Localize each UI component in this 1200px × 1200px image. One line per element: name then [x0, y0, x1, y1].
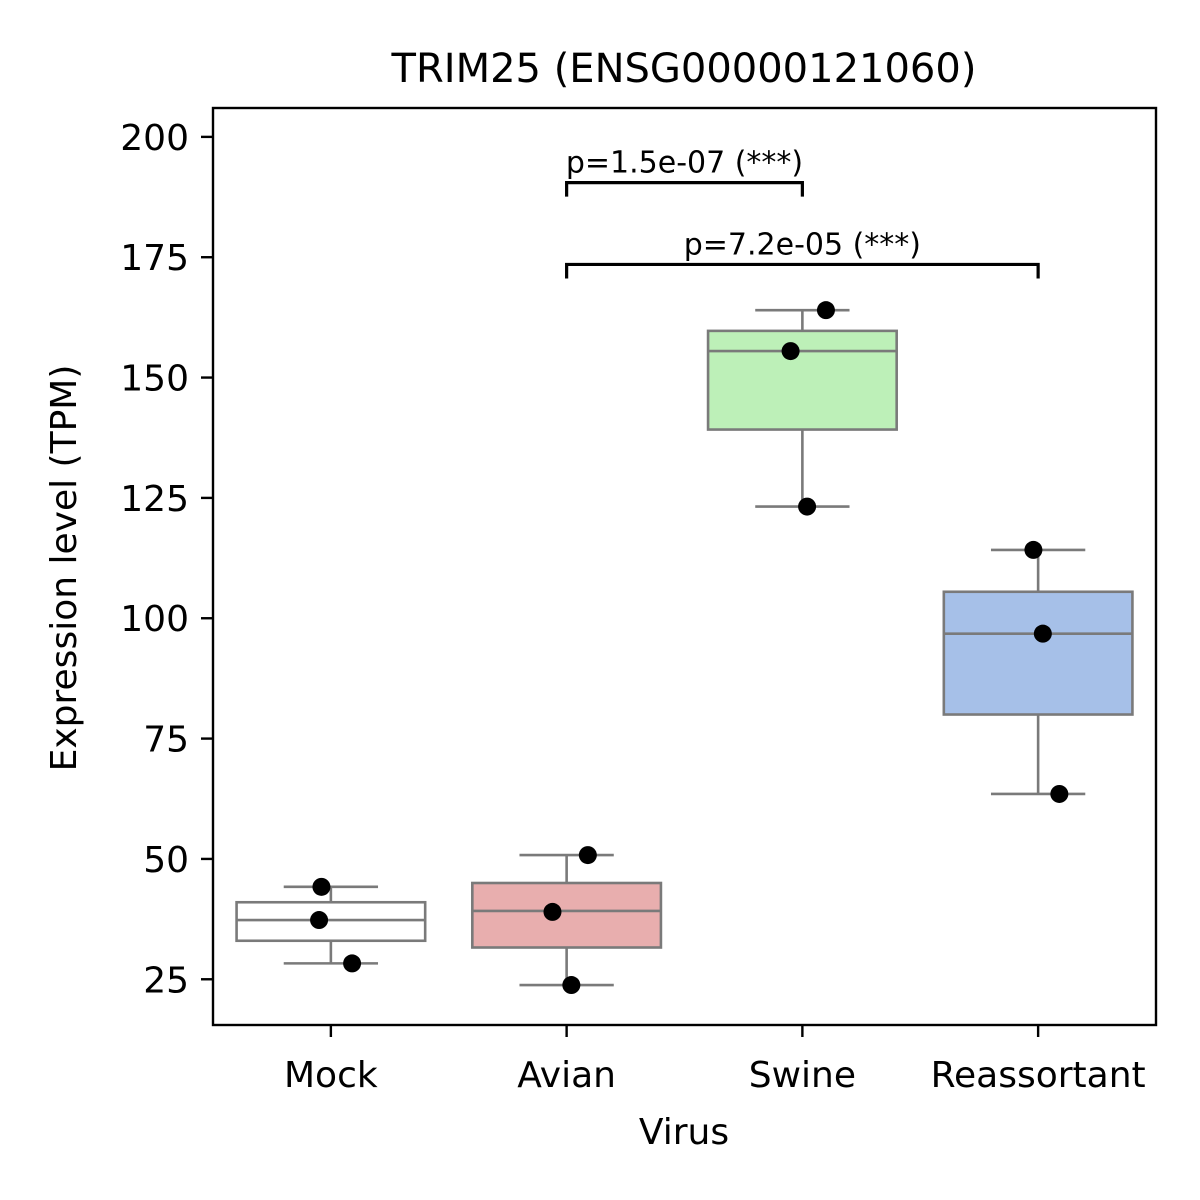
box-iqr — [471, 881, 663, 949]
box-iqr — [706, 329, 898, 431]
bracket-line — [565, 181, 804, 197]
data-point — [1024, 540, 1043, 559]
y-tick-label: 200 — [120, 118, 189, 159]
data-point — [310, 911, 329, 930]
significance-bracket: p=1.5e-07 (***) — [565, 146, 804, 197]
significance-label: p=1.5e-07 (***) — [566, 146, 803, 181]
x-axis: Mock Avian Swine Reassortant — [284, 1025, 1146, 1096]
plot-marks: p=1.5e-07 (***) p=7.2e-05 (***) — [235, 146, 1134, 995]
box-iqr — [942, 590, 1134, 716]
box-group-mock — [235, 877, 427, 973]
significance-bracket: p=7.2e-05 (***) — [565, 227, 1040, 279]
y-axis: 25 50 75 100 125 150 175 200 — [120, 118, 213, 1001]
data-point — [1033, 624, 1052, 643]
significance-label: p=7.2e-05 (***) — [684, 227, 921, 262]
y-tick-label: 125 — [120, 479, 189, 520]
plot-frame — [211, 106, 1158, 1027]
data-point — [562, 976, 581, 995]
y-tick-label: 25 — [143, 960, 189, 1001]
y-tick-label: 175 — [120, 238, 189, 279]
y-axis-label: Expression level (TPM) — [44, 365, 85, 772]
bracket-line — [565, 262, 1040, 279]
box-group-avian — [471, 846, 663, 995]
data-point — [798, 497, 817, 516]
data-point — [781, 342, 800, 361]
y-tick-label: 75 — [143, 720, 189, 761]
data-point — [343, 954, 362, 973]
y-tick-label: 100 — [120, 599, 189, 640]
data-point — [543, 902, 562, 921]
box-group-swine — [706, 301, 898, 516]
x-tick-label: Mock — [284, 1055, 378, 1096]
x-axis-label: Virus — [639, 1112, 729, 1153]
y-tick-label: 50 — [143, 840, 189, 881]
chart-title: TRIM25 (ENSG00000121060) — [391, 46, 977, 92]
x-tick-label: Swine — [749, 1055, 856, 1096]
box-group-reassortant — [942, 540, 1134, 803]
box-iqr — [235, 900, 427, 943]
data-point — [816, 301, 835, 320]
x-tick-label: Avian — [517, 1055, 616, 1096]
y-tick-label: 150 — [120, 359, 189, 400]
data-point — [578, 846, 597, 865]
data-point — [1050, 784, 1069, 803]
data-point — [312, 877, 331, 896]
x-tick-label: Reassortant — [931, 1055, 1146, 1096]
